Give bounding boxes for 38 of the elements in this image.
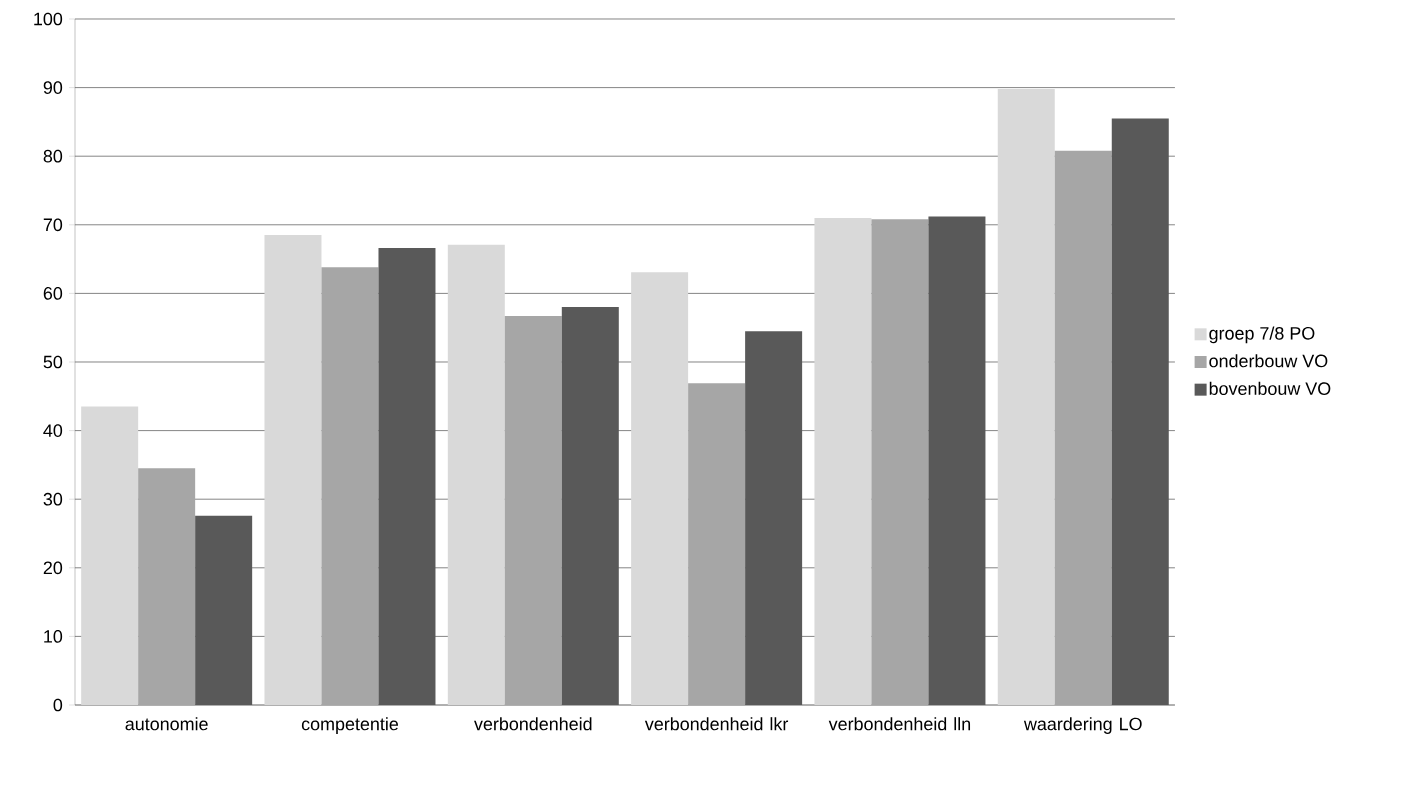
- x-tick-label: verbondenheid: [474, 717, 592, 731]
- x-tick-label: competentie: [301, 717, 399, 734]
- y-tick-label: 70: [43, 218, 63, 232]
- bar: [138, 468, 196, 705]
- bar: [997, 88, 1055, 705]
- y-tick-label: 60: [43, 287, 63, 300]
- x-tick-label: waardering LO: [1023, 717, 1142, 734]
- x-tick-label: verbondenheid lkr: [644, 717, 789, 731]
- x-tick-label: autonomie: [125, 717, 208, 731]
- legend-label: groep 7/8 PO: [1209, 326, 1315, 344]
- y-tick-label: 20: [43, 561, 63, 575]
- bar: [561, 307, 619, 705]
- bar: [1111, 118, 1169, 705]
- y-tick-label: 40: [43, 424, 63, 437]
- y-tick-label: 100: [34, 12, 63, 26]
- bar: [631, 272, 689, 705]
- bar: [871, 219, 929, 705]
- y-tick-label: 10: [44, 630, 63, 643]
- y-tick-label: 50: [43, 355, 63, 369]
- legend-label: bovenbouw VO: [1209, 381, 1331, 395]
- bar: [928, 216, 986, 705]
- bar: [745, 331, 803, 705]
- legend-label: onderbouw VO: [1209, 354, 1328, 368]
- bar: [321, 267, 379, 705]
- bar: [688, 383, 746, 705]
- y-tick-label: 80: [43, 149, 63, 163]
- y-tick-label: 30: [43, 492, 63, 506]
- bar: [378, 248, 436, 705]
- y-tick-label: 0: [53, 698, 63, 712]
- bar: [504, 316, 562, 705]
- bar: [264, 235, 322, 705]
- x-tick-label: verbondenheid lln: [828, 717, 971, 731]
- bar: [195, 515, 253, 705]
- bar: [81, 406, 139, 705]
- bar: [1054, 150, 1112, 705]
- y-tick-label: 90: [43, 81, 63, 94]
- bar: [814, 217, 872, 705]
- bar: [447, 244, 505, 705]
